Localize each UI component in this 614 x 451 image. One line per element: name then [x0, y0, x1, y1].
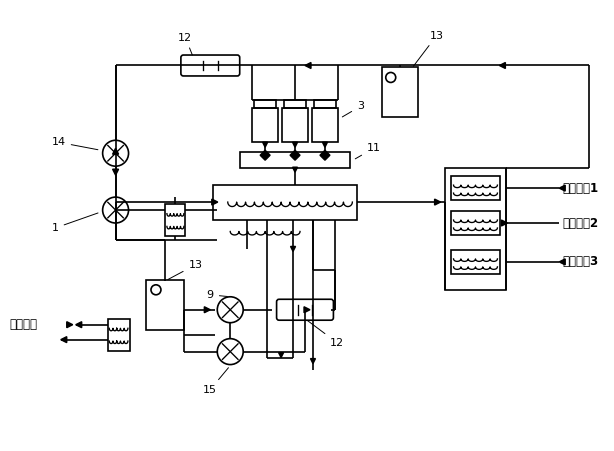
Polygon shape [304, 307, 310, 313]
Bar [147, 280, 184, 330]
Text: 11: 11 [356, 143, 381, 159]
Text: 13: 13 [413, 31, 444, 66]
Text: 受热管线3: 受热管线3 [562, 255, 598, 268]
Polygon shape [112, 169, 119, 175]
Polygon shape [290, 246, 295, 251]
Polygon shape [263, 142, 268, 147]
Bar [451, 211, 500, 235]
Text: 9: 9 [207, 290, 227, 300]
Bar [284, 101, 306, 108]
Text: 受热管线2: 受热管线2 [562, 216, 598, 230]
Polygon shape [435, 199, 441, 205]
Bar [451, 250, 500, 274]
Polygon shape [559, 185, 565, 191]
Polygon shape [499, 63, 505, 69]
Polygon shape [502, 220, 507, 226]
Bar [165, 204, 185, 236]
Text: 受热管线1: 受热管线1 [562, 182, 598, 195]
Bar [213, 184, 357, 220]
Polygon shape [322, 142, 327, 147]
Polygon shape [212, 199, 218, 205]
Bar [254, 101, 276, 108]
Text: 12: 12 [178, 32, 192, 55]
Text: 1: 1 [52, 213, 98, 233]
Polygon shape [112, 148, 119, 154]
Bar [312, 108, 338, 142]
Bar [107, 319, 130, 350]
Polygon shape [305, 63, 311, 69]
Polygon shape [290, 150, 300, 160]
Polygon shape [279, 353, 284, 358]
Polygon shape [292, 167, 298, 172]
Bar [382, 68, 418, 117]
Polygon shape [204, 307, 211, 313]
Text: 余热管线: 余热管线 [9, 318, 37, 331]
Bar [451, 176, 500, 200]
Bar [252, 108, 278, 142]
Polygon shape [61, 336, 67, 343]
Bar [314, 101, 336, 108]
Bar [282, 108, 308, 142]
Polygon shape [311, 359, 316, 364]
Text: 3: 3 [342, 101, 364, 117]
Polygon shape [292, 142, 298, 147]
Bar [240, 152, 350, 168]
Polygon shape [76, 322, 82, 328]
Text: 13: 13 [168, 260, 203, 280]
Bar [445, 168, 507, 290]
Text: 12: 12 [307, 320, 344, 348]
Polygon shape [559, 259, 565, 265]
Text: 15: 15 [203, 368, 228, 395]
Polygon shape [320, 150, 330, 160]
Polygon shape [260, 150, 270, 160]
Polygon shape [67, 322, 72, 328]
Text: 14: 14 [52, 137, 98, 150]
